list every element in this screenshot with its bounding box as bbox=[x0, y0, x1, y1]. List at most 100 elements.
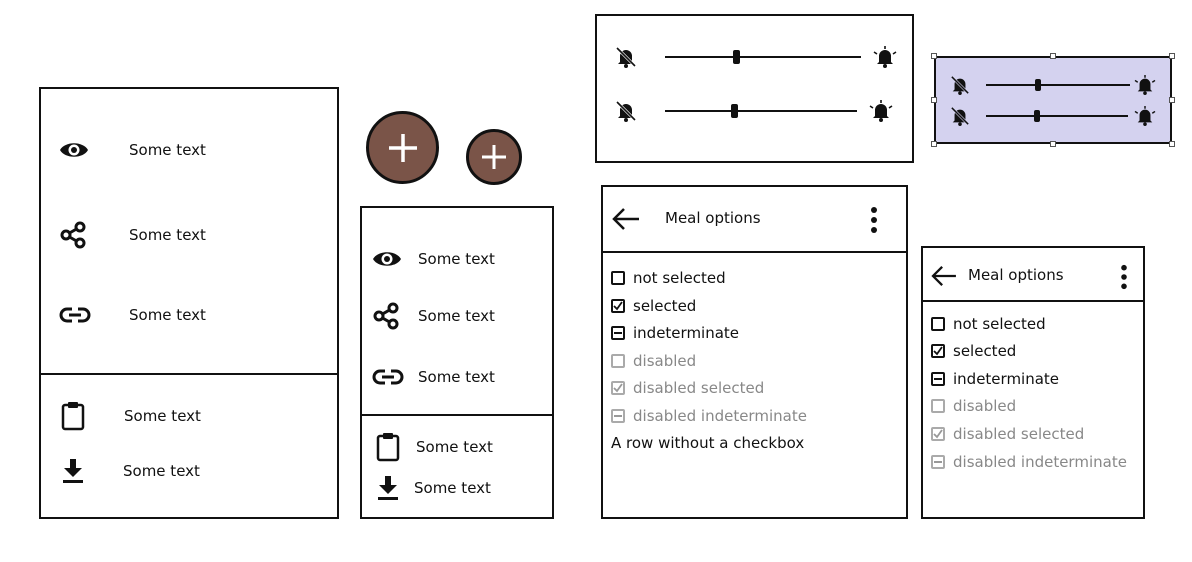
checkbox-disabled bbox=[931, 399, 945, 413]
add-fab-large[interactable] bbox=[366, 111, 439, 184]
volume-slider[interactable] bbox=[665, 50, 861, 64]
list-item-label: Some text bbox=[418, 250, 495, 268]
checkbox-label: disabled selected bbox=[953, 425, 1085, 443]
checkbox-disabled-checked bbox=[611, 381, 625, 395]
link-icon bbox=[372, 367, 404, 387]
volume-slider[interactable] bbox=[986, 79, 1130, 91]
resize-handle[interactable] bbox=[1169, 53, 1175, 59]
list-item[interactable]: Some text bbox=[376, 474, 491, 502]
checkbox-disabled-indeterminate bbox=[931, 455, 945, 469]
dialog-title: Meal options bbox=[665, 209, 761, 227]
checkbox-row[interactable]: not selected bbox=[611, 269, 726, 287]
clipboard-icon bbox=[376, 432, 402, 462]
checkbox-label: indeterminate bbox=[953, 370, 1060, 388]
resize-handle[interactable] bbox=[1050, 53, 1056, 59]
checkbox-row: disabled selected bbox=[611, 379, 764, 397]
list-divider bbox=[362, 414, 552, 416]
checkbox-label: disabled bbox=[953, 397, 1017, 415]
clipboard-icon bbox=[61, 401, 91, 431]
header-divider bbox=[923, 300, 1143, 302]
checkbox-row: disabled indeterminate bbox=[611, 407, 807, 425]
bell-off-icon bbox=[950, 75, 970, 95]
bell-ring-icon bbox=[873, 46, 897, 68]
add-fab-small[interactable] bbox=[466, 129, 522, 185]
checkbox-row[interactable]: selected bbox=[931, 342, 1016, 360]
list-item-label: Some text bbox=[129, 141, 206, 159]
checkbox-row[interactable]: indeterminate bbox=[611, 324, 739, 342]
large-list-panel: Some text Some text Some text Some text … bbox=[39, 87, 339, 519]
slider-thumb[interactable] bbox=[1034, 79, 1041, 91]
checkbox-row[interactable]: selected bbox=[611, 297, 696, 315]
volume-sliders-panel bbox=[595, 14, 914, 163]
slider-row bbox=[615, 46, 897, 68]
volume-slider[interactable] bbox=[665, 104, 857, 118]
list-item-label: Some text bbox=[129, 226, 206, 244]
meal-options-dialog-large: Meal options not selected selected indet… bbox=[601, 185, 908, 519]
list-item[interactable]: Some text bbox=[372, 302, 495, 330]
list-item[interactable]: Some text bbox=[59, 305, 206, 325]
resize-handle[interactable] bbox=[931, 97, 937, 103]
checkbox-label: disabled indeterminate bbox=[633, 407, 807, 425]
checkbox-row[interactable]: not selected bbox=[931, 315, 1046, 333]
eye-icon bbox=[372, 248, 404, 270]
checkbox-row[interactable]: indeterminate bbox=[931, 370, 1059, 388]
bell-ring-icon bbox=[1134, 106, 1156, 126]
small-list-panel: Some text Some text Some text Some text … bbox=[360, 206, 554, 519]
checkbox-checked[interactable] bbox=[931, 344, 945, 358]
volume-slider[interactable] bbox=[986, 110, 1128, 122]
selection-frame bbox=[934, 56, 1172, 144]
list-item-label: Some text bbox=[124, 407, 201, 425]
checkbox-disabled-indeterminate bbox=[611, 409, 625, 423]
slider-thumb[interactable] bbox=[731, 104, 739, 118]
resize-handle[interactable] bbox=[931, 141, 937, 147]
checkbox-row: disabled indeterminate bbox=[931, 453, 1127, 471]
list-item-label: Some text bbox=[416, 438, 493, 456]
bell-off-icon bbox=[615, 46, 637, 68]
list-item[interactable]: Some text bbox=[376, 432, 493, 462]
list-item[interactable]: Some text bbox=[61, 401, 201, 431]
more-vert-icon[interactable] bbox=[1119, 264, 1129, 290]
list-item-label: Some text bbox=[414, 479, 491, 497]
list-item[interactable]: Some text bbox=[59, 221, 206, 249]
checkbox-unchecked[interactable] bbox=[931, 317, 945, 331]
list-item[interactable]: Some text bbox=[59, 139, 206, 161]
bell-off-icon bbox=[615, 100, 637, 122]
list-item-label: Some text bbox=[418, 307, 495, 325]
resize-handle[interactable] bbox=[931, 53, 937, 59]
slider-thumb[interactable] bbox=[1034, 110, 1041, 122]
checkbox-label: not selected bbox=[633, 269, 726, 287]
resize-handle[interactable] bbox=[1169, 141, 1175, 147]
more-vert-icon[interactable] bbox=[869, 206, 879, 234]
share-icon bbox=[372, 302, 404, 330]
checkbox-label: selected bbox=[953, 342, 1017, 360]
back-arrow-icon[interactable] bbox=[930, 265, 958, 287]
back-arrow-icon[interactable] bbox=[611, 207, 641, 231]
eye-icon bbox=[59, 139, 93, 161]
checkbox-disabled-checked bbox=[931, 427, 945, 441]
checkbox-disabled bbox=[611, 354, 625, 368]
plain-row[interactable]: A row without a checkbox bbox=[611, 434, 804, 452]
selected-sliders-panel[interactable] bbox=[931, 53, 1175, 147]
bell-ring-icon bbox=[1134, 75, 1156, 95]
checkbox-indeterminate[interactable] bbox=[611, 326, 625, 340]
slider-thumb[interactable] bbox=[732, 50, 740, 64]
list-item[interactable]: Some text bbox=[61, 457, 200, 485]
checkbox-checked[interactable] bbox=[611, 299, 625, 313]
slider-row bbox=[615, 100, 893, 122]
resize-handle[interactable] bbox=[1050, 141, 1056, 147]
list-item-label: Some text bbox=[123, 462, 200, 480]
checkbox-row: disabled selected bbox=[931, 425, 1084, 443]
resize-handle[interactable] bbox=[1169, 97, 1175, 103]
list-item[interactable]: Some text bbox=[372, 248, 495, 270]
plus-icon bbox=[386, 131, 420, 165]
checkbox-row: disabled bbox=[611, 352, 696, 370]
checkbox-indeterminate[interactable] bbox=[931, 372, 945, 386]
checkbox-label: disabled indeterminate bbox=[953, 453, 1127, 471]
download-icon bbox=[376, 474, 402, 502]
list-item-label: Some text bbox=[418, 368, 495, 386]
list-item[interactable]: Some text bbox=[372, 367, 495, 387]
list-divider bbox=[41, 373, 337, 375]
download-icon bbox=[61, 457, 91, 485]
checkbox-unchecked[interactable] bbox=[611, 271, 625, 285]
checkbox-label: not selected bbox=[953, 315, 1046, 333]
